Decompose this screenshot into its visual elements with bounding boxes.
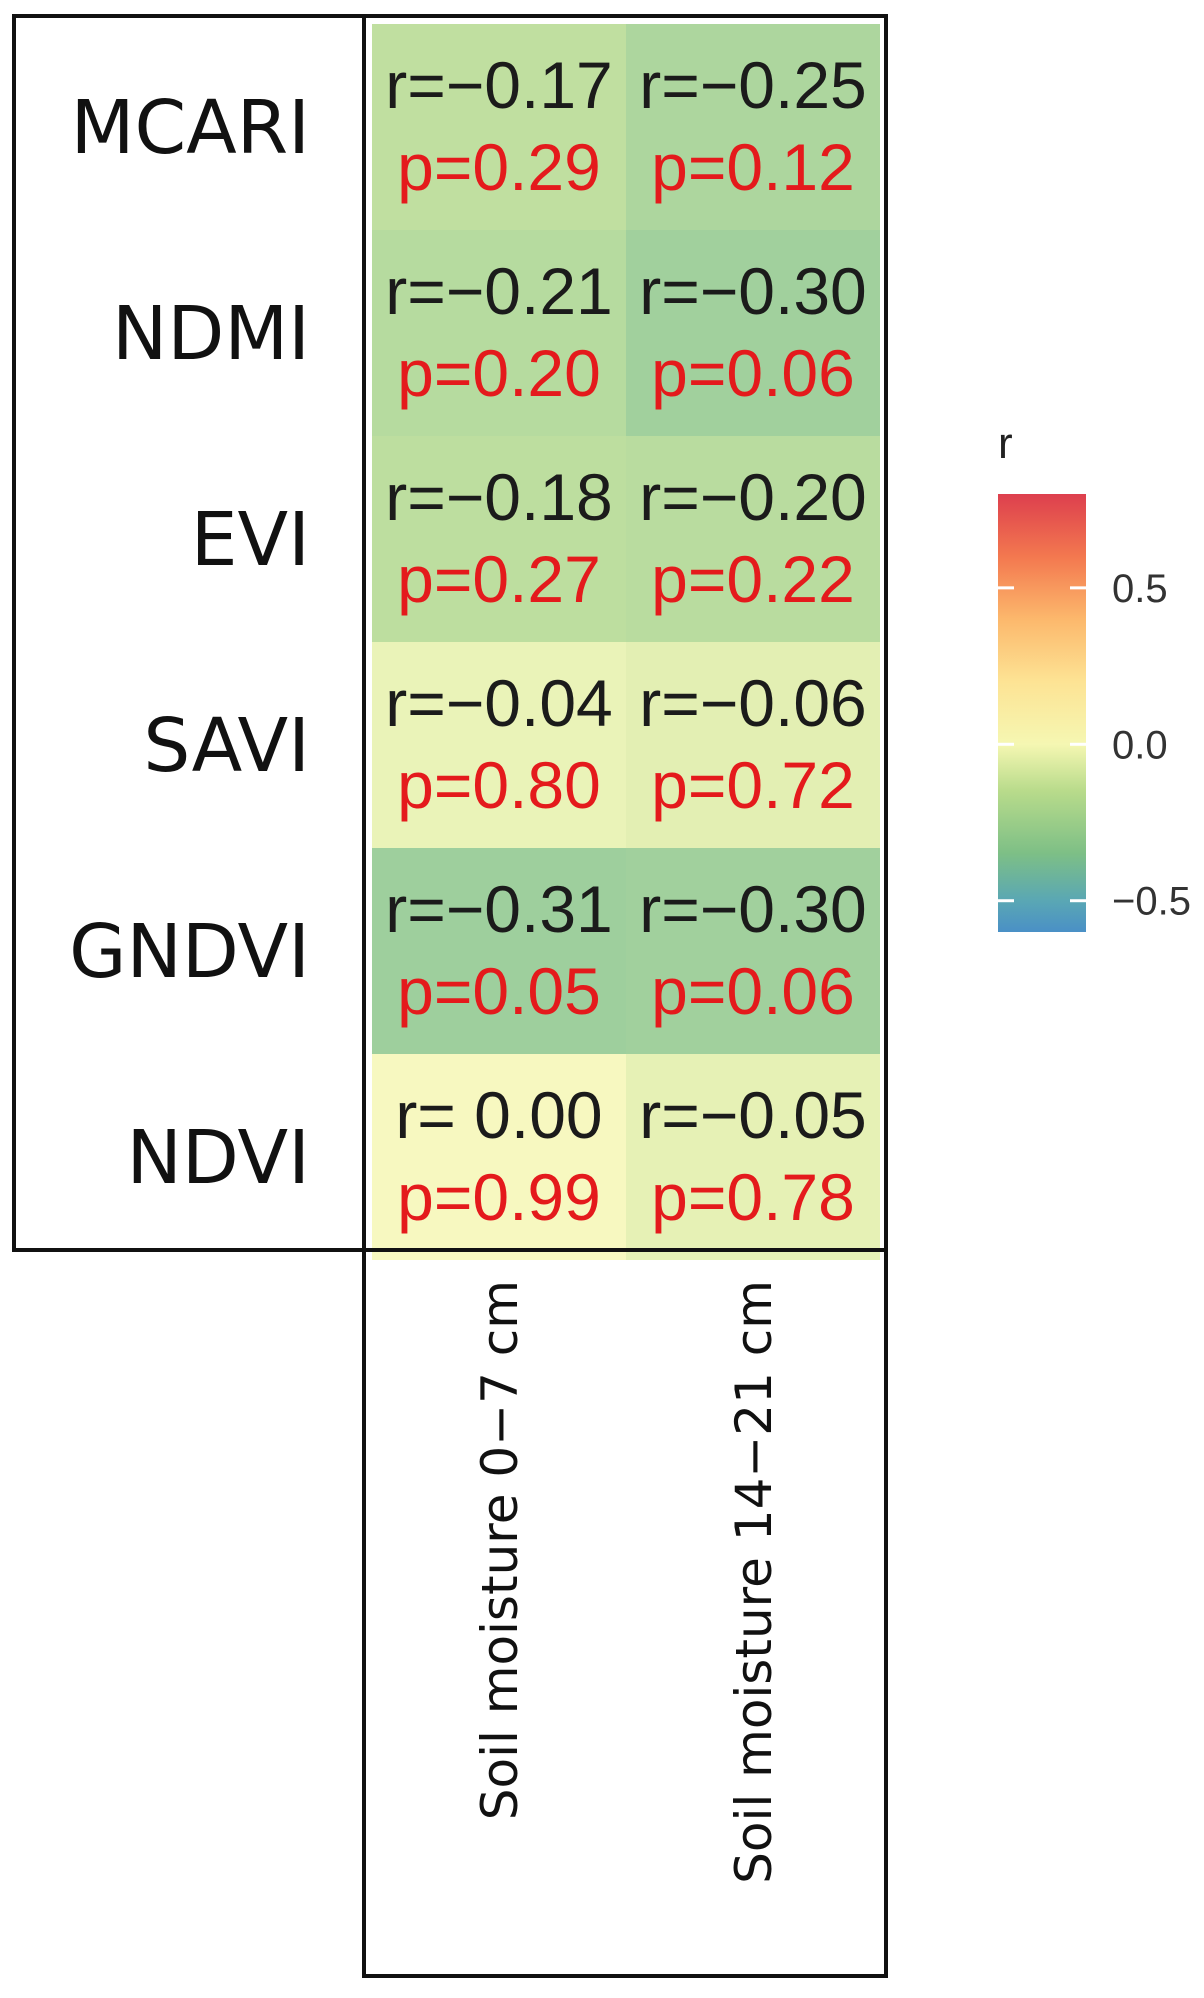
row-label: EVI xyxy=(191,497,310,583)
legend-tick-label: 0.5 xyxy=(1112,567,1168,611)
cell-p-value: p=0.06 xyxy=(651,954,855,1028)
heatmap-cell: r=−0.21 p=0.20 xyxy=(372,230,626,436)
cell-fill xyxy=(372,642,626,848)
cell-r-value: r=−0.17 xyxy=(385,48,613,122)
cell-r-value: r=−0.30 xyxy=(639,254,867,328)
heatmap-cell: r= 0.00 p=0.99 xyxy=(372,1054,626,1260)
cell-fill xyxy=(626,642,880,848)
legend-tick-label: −0.5 xyxy=(1112,880,1191,924)
cell-p-value: p=0.06 xyxy=(651,336,855,410)
cell-p-value: p=0.22 xyxy=(651,542,855,616)
cell-r-value: r= 0.00 xyxy=(395,1078,602,1152)
color-legend: r 0.5 0.0 −0.5 xyxy=(998,419,1191,932)
cell-r-value: r=−0.31 xyxy=(385,872,613,946)
cell-r-value: r=−0.04 xyxy=(385,666,613,740)
cell-r-value: r=−0.06 xyxy=(639,666,867,740)
legend-colorbar xyxy=(998,494,1086,932)
cell-r-value: r=−0.05 xyxy=(639,1078,867,1152)
row-label: SAVI xyxy=(143,703,310,789)
heatmap-cell: r=−0.06 p=0.72 xyxy=(626,642,880,848)
legend-title: r xyxy=(998,419,1013,468)
cell-p-value: p=0.27 xyxy=(397,542,601,616)
column-label: Soil moisture 14−21 cm xyxy=(725,1280,783,1884)
cell-fill xyxy=(372,848,626,1054)
cell-r-value: r=−0.21 xyxy=(385,254,613,328)
heatmap-cells: r=−0.17p=0.29r=−0.25p=0.12r=−0.21p=0.20r… xyxy=(372,24,880,1260)
cell-fill xyxy=(626,24,880,230)
column-labels: Soil moisture 0−7 cm Soil moisture 14−21 … xyxy=(471,1280,783,1884)
cell-r-value: r=−0.18 xyxy=(385,460,613,534)
heatmap-cell: r=−0.05 p=0.78 xyxy=(626,1054,880,1260)
cell-p-value: p=0.99 xyxy=(397,1160,601,1234)
cell-p-value: p=0.78 xyxy=(651,1160,855,1234)
row-label: NDMI xyxy=(112,291,310,377)
heatmap-cell: r=−0.17 p=0.29 xyxy=(372,24,626,230)
cell-fill xyxy=(626,436,880,642)
heatmap-cell: r=−0.04 p=0.80 xyxy=(372,642,626,848)
column-label-frame xyxy=(362,1248,888,1978)
heatmap-cell: r=−0.31 p=0.05 xyxy=(372,848,626,1054)
cell-fill xyxy=(372,230,626,436)
cell-fill xyxy=(626,1054,880,1260)
cell-p-value: p=0.05 xyxy=(397,954,601,1028)
cell-fill xyxy=(372,24,626,230)
legend-tick: 0.0 xyxy=(998,723,1168,767)
legend-tick: −0.5 xyxy=(998,880,1191,924)
column-label: Soil moisture 0−7 cm xyxy=(471,1280,529,1820)
cell-r-value: r=−0.20 xyxy=(639,460,867,534)
row-label-frame xyxy=(12,14,366,1252)
heatmap-cell: r=−0.18 p=0.27 xyxy=(372,436,626,642)
cell-p-value: p=0.29 xyxy=(397,130,601,204)
cell-fill xyxy=(372,436,626,642)
legend-ticks: 0.5 0.0 −0.5 xyxy=(998,567,1191,924)
panel-frames xyxy=(12,14,888,1978)
cell-r-value: r=−0.30 xyxy=(639,872,867,946)
cell-fill xyxy=(626,848,880,1054)
cell-p-value: p=0.12 xyxy=(651,130,855,204)
cell-p-value: p=0.72 xyxy=(651,748,855,822)
row-label: MCARI xyxy=(71,85,310,171)
cell-r-value: r=−0.25 xyxy=(639,48,867,122)
row-label: GNDVI xyxy=(69,909,310,995)
cell-fill xyxy=(626,230,880,436)
heatmap-cell: r=−0.30 p=0.06 xyxy=(626,848,880,1054)
legend-tick-label: 0.0 xyxy=(1112,723,1168,767)
cell-p-value: p=0.20 xyxy=(397,336,601,410)
cell-fill xyxy=(372,1054,626,1260)
heatmap-cell: r=−0.25 p=0.12 xyxy=(626,24,880,230)
heatmap-cell: r=−0.20 p=0.22 xyxy=(626,436,880,642)
legend-tick: 0.5 xyxy=(998,567,1168,611)
row-labels: MCARI NDMI EVI SAVI GNDVI NDVI xyxy=(69,85,310,1201)
cell-p-value: p=0.80 xyxy=(397,748,601,822)
row-label: NDVI xyxy=(127,1115,310,1201)
heatmap-cell: r=−0.30 p=0.06 xyxy=(626,230,880,436)
